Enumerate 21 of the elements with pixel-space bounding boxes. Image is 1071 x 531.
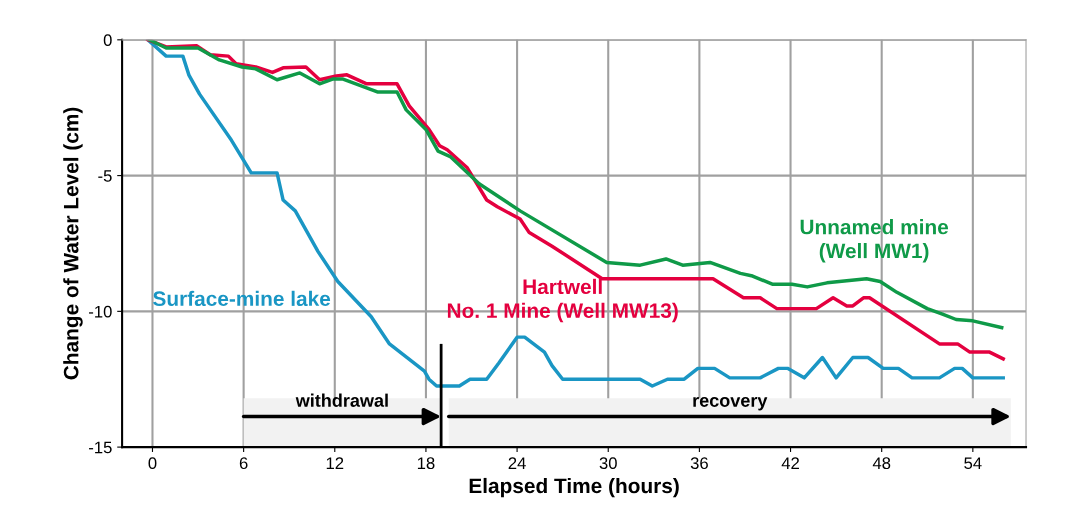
x-tick-label: 12: [326, 457, 344, 469]
x-tick-label: 18: [417, 457, 435, 470]
y-tick-label: -15: [89, 441, 112, 454]
y-tick-label: -5: [98, 170, 112, 182]
x-tick-label: 24: [508, 457, 526, 469]
x-tick-label: 54: [964, 457, 982, 470]
y-tick-label: -10: [89, 305, 112, 318]
y-tick-label: 0: [103, 34, 112, 47]
x-tick-label: 6: [239, 457, 248, 470]
series-label: Surface-mine lake: [153, 290, 331, 307]
x-tick-label: 0: [148, 457, 157, 470]
series-label: Hartwell No. 1 Mine (Well MW13): [447, 278, 678, 323]
band-label: withdrawal: [295, 393, 388, 407]
band-label: recovery: [693, 396, 768, 411]
x-tick-label: 42: [781, 457, 799, 469]
series-label: Unnamed mine (Well MW1): [800, 219, 949, 263]
y-axis-title: Change of Water Level (cm): [63, 107, 83, 380]
x-axis-title: Elapsed Time (hours): [469, 477, 679, 498]
x-tick-label: 36: [690, 457, 708, 470]
x-tick-label: 30: [599, 457, 617, 470]
x-tick-label: 48: [872, 457, 891, 470]
